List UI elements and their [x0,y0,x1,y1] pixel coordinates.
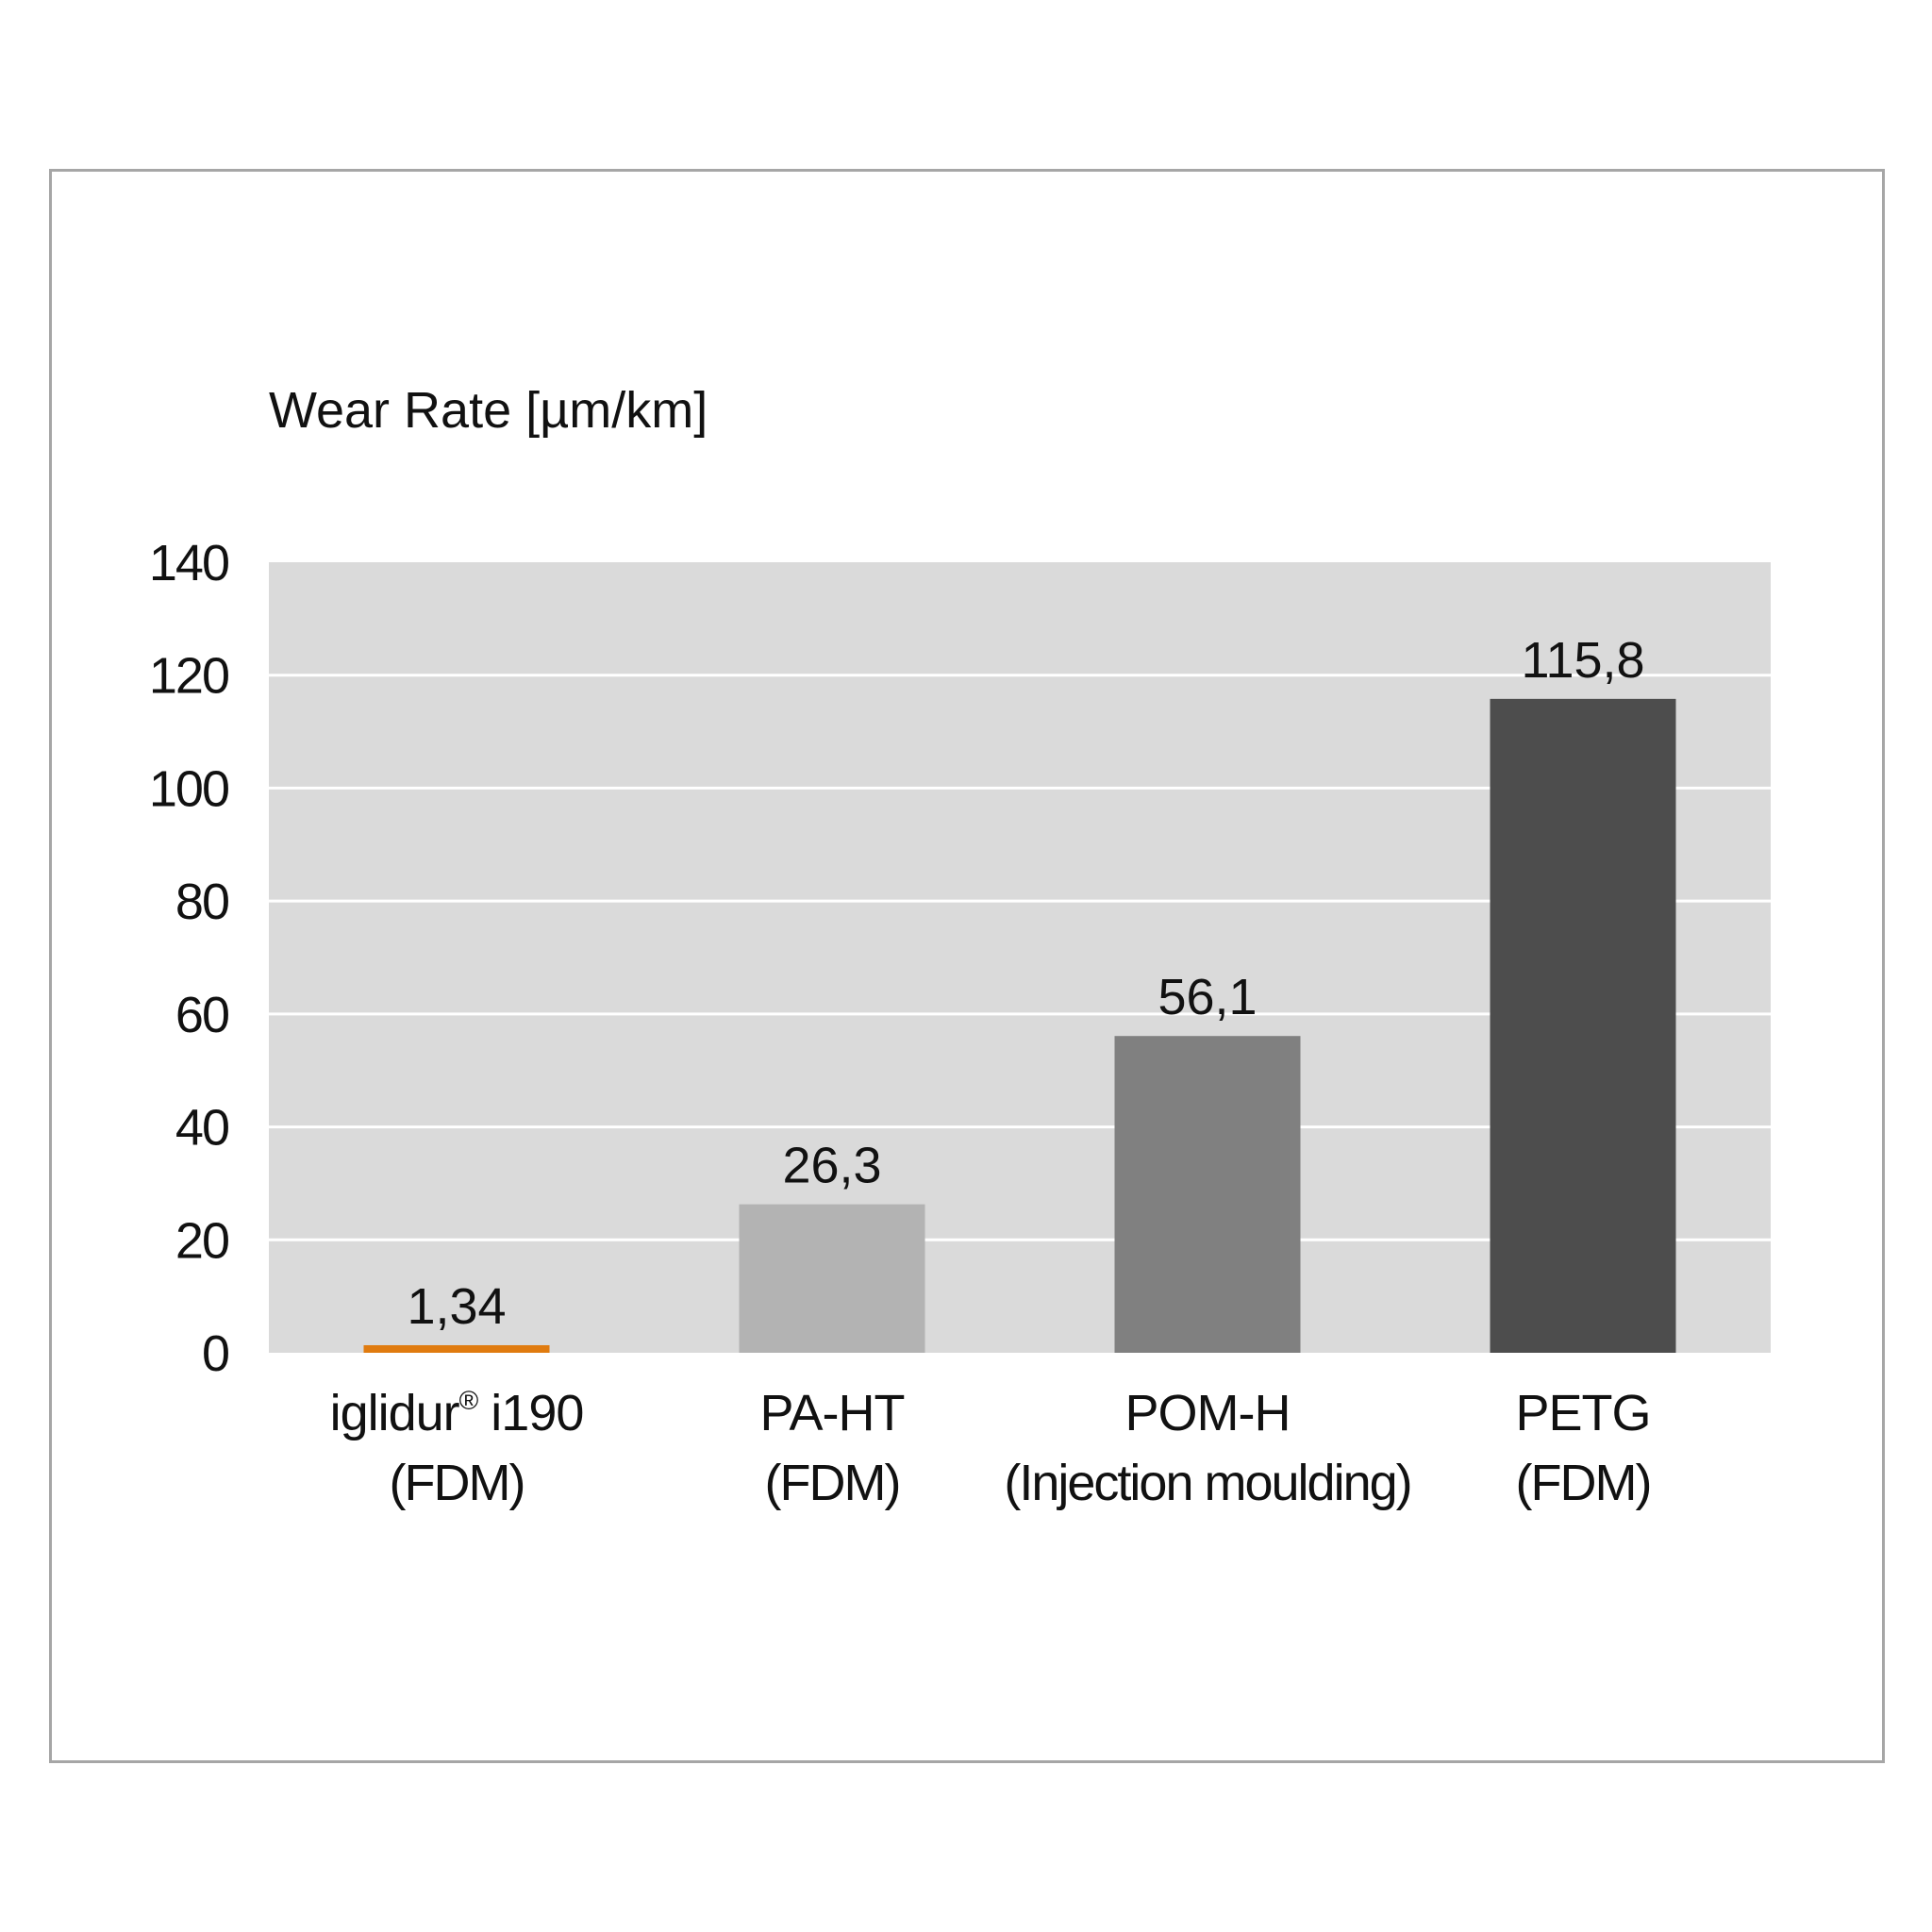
x-tick-label-line2: (FDM) [390,1455,525,1511]
bar-value-label: 1,34 [407,1278,506,1335]
y-tick-label: 20 [175,1212,228,1269]
y-tick-label: 120 [149,648,228,705]
bar-value-label: 26,3 [782,1138,881,1194]
y-tick-label: 140 [149,535,228,591]
y-axis-ticks: 0 20 40 60 80 100 120 140 [149,535,230,1382]
value-labels: 1,34 26,3 56,1 115,8 [407,632,1644,1335]
chart-frame [49,169,1885,1763]
bar [1490,698,1676,1353]
x-tick-label-line1: PA-HT [760,1385,905,1441]
x-tick-label-line1: iglidur® i190 [330,1385,584,1441]
bar [739,1204,925,1353]
bars [363,698,1676,1353]
y-tick-label: 0 [202,1325,228,1382]
y-tick-label: 60 [175,987,228,1043]
y-tick-label: 40 [175,1100,228,1157]
y-axis-title: Wear Rate [µm/km] [269,382,708,439]
bar [1114,1036,1301,1353]
y-tick-label: 100 [149,760,228,817]
x-tick-label-line1: POM-H [1125,1385,1291,1441]
bar-value-label: 115,8 [1521,632,1644,689]
y-tick-label: 80 [175,874,228,930]
x-tick-label-line1: PETG [1515,1385,1650,1441]
x-tick-label-line2: (Injection moulding) [1004,1455,1410,1511]
x-tick-label-line2: (FDM) [1516,1455,1651,1511]
bar-value-label: 56,1 [1158,969,1257,1025]
registered-mark: ® [459,1386,479,1415]
x-axis-labels: iglidur® i190 (FDM) PA-HT (FDM) POM-H (Inject… [330,1385,1653,1511]
x-tick-label-line2: (FDM) [765,1455,900,1511]
bar [363,1344,550,1353]
